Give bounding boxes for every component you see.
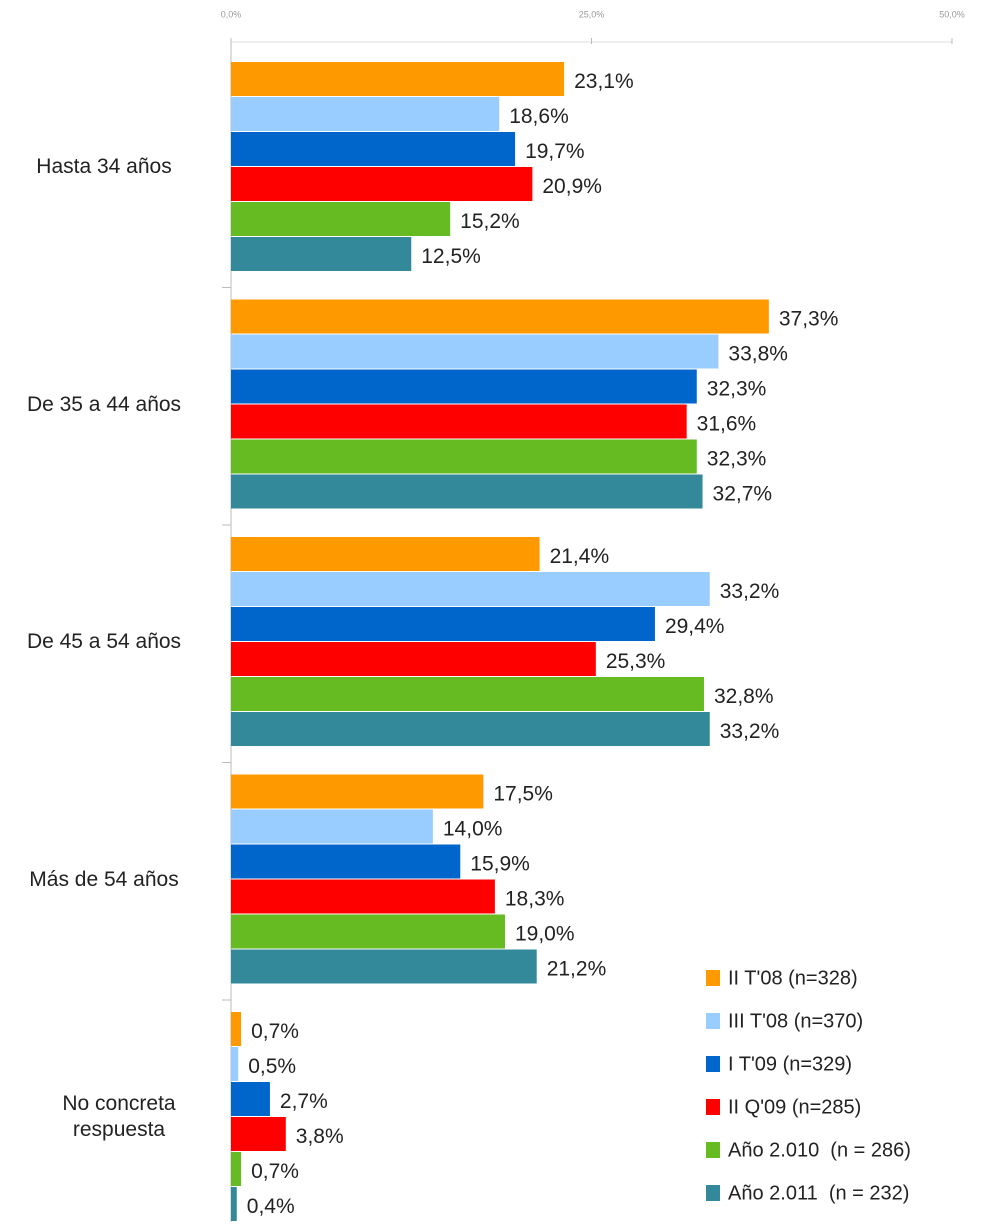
- value-label: 32,8%: [714, 685, 774, 708]
- value-label: 33,2%: [720, 720, 780, 743]
- value-label: 20,9%: [542, 175, 602, 198]
- bar: [231, 334, 719, 369]
- bar: [231, 914, 505, 949]
- bar: [231, 712, 710, 746]
- value-label: 31,6%: [697, 413, 757, 436]
- legend-label: Año 2.011 (n = 232): [728, 1182, 909, 1204]
- value-label: 3,8%: [296, 1125, 344, 1148]
- bar: [231, 949, 537, 984]
- value-label: 15,2%: [460, 210, 520, 233]
- bar: [231, 167, 533, 201]
- value-label: 18,3%: [505, 888, 565, 911]
- value-label: 19,0%: [515, 923, 575, 946]
- value-label: 21,2%: [547, 958, 607, 981]
- bar: [231, 369, 697, 404]
- bar: [231, 439, 697, 474]
- category-label: No concreta respuesta: [62, 1092, 176, 1141]
- value-label: 33,2%: [720, 580, 780, 603]
- bar: [231, 809, 433, 844]
- legend-swatch: [706, 1185, 720, 1201]
- value-label: 0,5%: [248, 1055, 296, 1078]
- bar: [231, 62, 565, 96]
- bar: [231, 1187, 237, 1221]
- x-tick-label: 0,0%: [221, 9, 242, 19]
- value-label: 18,6%: [509, 105, 569, 128]
- x-tick-label: 50,0%: [939, 9, 965, 19]
- value-label: 37,3%: [779, 308, 839, 331]
- bar: [231, 1047, 239, 1081]
- value-label: 29,4%: [665, 615, 725, 638]
- legend-label: I T'09 (n=329): [728, 1053, 852, 1075]
- bar: [231, 879, 495, 914]
- value-label: 0,7%: [251, 1160, 299, 1183]
- legend-swatch: [706, 1056, 720, 1072]
- category-label: Hasta 34 años: [36, 155, 172, 178]
- bar: [231, 202, 451, 236]
- legend-label: II Q'09 (n=285): [728, 1096, 861, 1118]
- bar: [231, 97, 500, 131]
- value-label: 32,7%: [713, 483, 773, 506]
- value-label: 32,3%: [707, 448, 767, 471]
- category-label: De 45 a 54 años: [26, 630, 182, 653]
- legend-swatch: [706, 1142, 720, 1158]
- bar: [231, 237, 412, 271]
- bar: [231, 774, 484, 809]
- legend-label: Año 2.010 (n = 286): [728, 1139, 911, 1161]
- value-label: 0,7%: [251, 1020, 299, 1043]
- bar: [231, 132, 516, 166]
- category-label: De 35 a 44 años: [26, 392, 182, 416]
- category-label: Más de 54 años: [29, 867, 179, 891]
- value-label: 33,8%: [728, 343, 788, 366]
- bar: [231, 642, 596, 676]
- bar: [231, 474, 703, 509]
- value-label: 17,5%: [493, 783, 553, 806]
- bar: [231, 404, 687, 439]
- value-label: 23,1%: [574, 70, 634, 93]
- bar: [231, 844, 461, 879]
- value-label: 12,5%: [421, 245, 481, 268]
- bar: [231, 1012, 242, 1046]
- legend-swatch: [706, 970, 720, 986]
- value-label: 15,9%: [470, 853, 530, 876]
- value-label: 32,3%: [707, 378, 767, 401]
- bar: [231, 677, 704, 711]
- legend-swatch: [706, 1013, 720, 1029]
- bar: [231, 537, 540, 571]
- bar: [231, 1152, 242, 1186]
- value-label: 14,0%: [443, 818, 503, 841]
- bar: [231, 572, 710, 606]
- bar: [231, 299, 769, 334]
- value-label: 0,4%: [247, 1195, 295, 1218]
- value-label: 19,7%: [525, 140, 585, 163]
- bar: [231, 1082, 270, 1116]
- legend-label: III T'08 (n=370): [728, 1010, 863, 1032]
- legend-swatch: [706, 1099, 720, 1115]
- value-label: 25,3%: [606, 650, 666, 673]
- legend-label: II T'08 (n=328): [728, 967, 858, 989]
- bar: [231, 607, 655, 641]
- value-label: 21,4%: [550, 545, 610, 568]
- bar: [231, 1117, 286, 1151]
- x-tick-label: 25,0%: [579, 9, 605, 19]
- value-label: 2,7%: [280, 1090, 328, 1113]
